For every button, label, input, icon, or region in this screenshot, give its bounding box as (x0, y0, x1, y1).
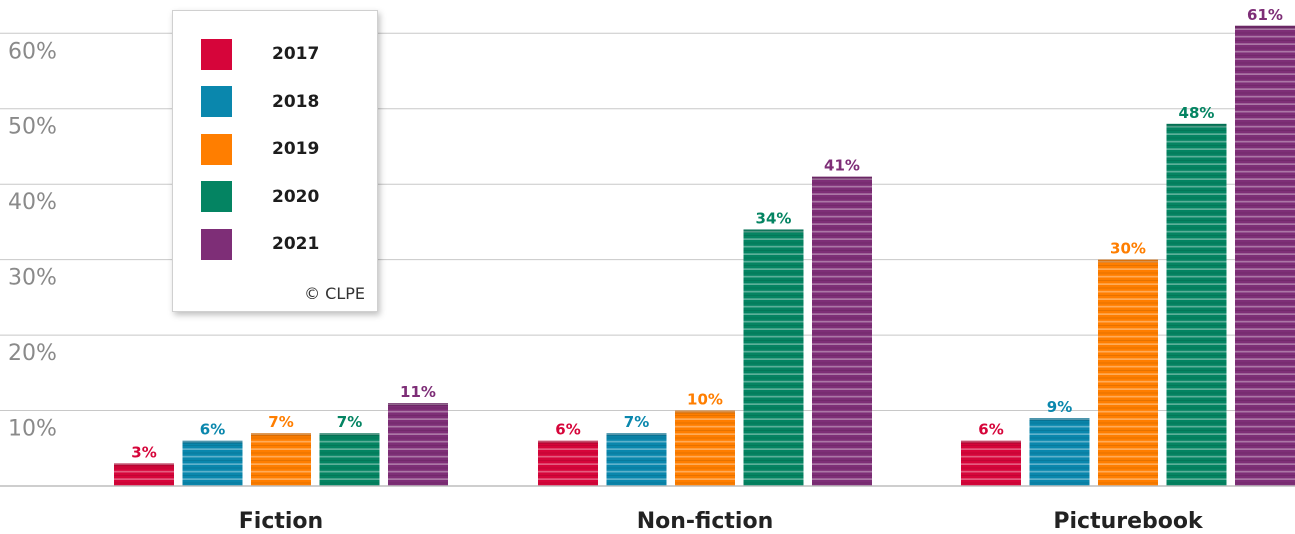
bar-top-edge (812, 176, 872, 180)
bar-top-edge (606, 433, 667, 437)
y-tick-label: 60% (8, 39, 57, 64)
bar-book-texture (1166, 123, 1227, 487)
legend-item-2020: 2020 (201, 181, 319, 213)
bar-2019-non-fiction (675, 410, 735, 486)
bar-top-edge (538, 440, 598, 444)
bar-book-texture (812, 176, 872, 486)
bar-book-texture (675, 410, 735, 486)
x-category-label: Fiction (239, 509, 323, 534)
bar-book-texture (114, 463, 174, 486)
bar-2019-picturebook (1098, 259, 1158, 486)
bar-2017-picturebook (961, 440, 1021, 486)
axes: 10% 20% 30% 40% 50% 60% Fiction Non-fiction Pict… (0, 39, 1295, 534)
bar-top-edge (114, 463, 174, 467)
bar-book-texture (961, 440, 1021, 486)
bar-2021-non-fiction (812, 176, 872, 486)
bar-2017-non-fiction (538, 440, 598, 486)
bar-book-texture (388, 403, 448, 486)
data-label: 3% (131, 443, 156, 461)
bar-book-texture (1029, 418, 1090, 486)
data-label: 6% (978, 421, 1003, 439)
data-label: 7% (624, 413, 649, 431)
bar-2017-fiction (114, 463, 174, 486)
legend-item-2017: 2017 (201, 38, 319, 70)
bar-top-edge (1235, 25, 1295, 29)
bar-book-texture (1098, 259, 1158, 486)
bar-top-edge (961, 440, 1021, 444)
data-label: 6% (200, 421, 225, 439)
data-label: 10% (687, 391, 723, 409)
bar-2021-picturebook (1235, 25, 1295, 486)
bar-2019-fiction (251, 433, 311, 486)
data-label: 48% (1179, 104, 1215, 122)
y-tick-label: 20% (8, 341, 57, 366)
bar-top-edge (1166, 123, 1227, 127)
x-category-label: Picturebook (1053, 509, 1204, 534)
legend-credit: © CLPE (304, 284, 365, 303)
data-label: 61% (1247, 6, 1283, 24)
bar-book-texture (606, 433, 667, 486)
legend-swatch (201, 133, 232, 165)
bar-top-edge (743, 229, 804, 233)
bar-book-texture (182, 440, 243, 486)
data-label: 30% (1110, 240, 1146, 258)
bar-book-texture (319, 433, 380, 486)
data-label: 34% (756, 209, 792, 227)
bar-2018-picturebook (1029, 418, 1090, 486)
bar-book-texture (538, 440, 598, 486)
bar-top-edge (675, 410, 735, 414)
legend-item-2019: 2019 (201, 133, 319, 165)
y-tick-label: 10% (8, 417, 57, 442)
data-label: 7% (268, 413, 293, 431)
bar-top-edge (1098, 259, 1158, 263)
legend-swatch (201, 228, 232, 260)
legend-item-2021: 2021 (201, 228, 319, 260)
data-label: 41% (824, 157, 860, 175)
data-label: 9% (1047, 398, 1072, 416)
y-tick-label: 30% (8, 266, 57, 291)
bar-book-texture (251, 433, 311, 486)
legend-label: 2018 (272, 91, 320, 112)
data-label: 11% (400, 383, 436, 401)
legend-item-2018: 2018 (201, 86, 319, 118)
y-tick-label: 40% (8, 190, 57, 215)
bar-top-edge (388, 403, 448, 407)
bar-book-texture (743, 229, 804, 486)
bar-2020-fiction (319, 433, 380, 486)
legend-label: 2021 (272, 234, 320, 254)
legend-swatch (201, 181, 232, 212)
data-labels: 3% 6% 7% 7% 11% 6% 7% 10% 34% 41% 6% 9% 30% 48% 61% (131, 6, 1283, 462)
bar-2020-non-fiction (743, 229, 804, 486)
legend-label: 2019 (272, 139, 320, 159)
bar-2018-non-fiction (606, 433, 667, 486)
legend-swatch (201, 86, 232, 117)
y-tick-label: 50% (8, 115, 57, 140)
bar-top-edge (1029, 418, 1090, 422)
bars (114, 25, 1295, 487)
data-label: 7% (337, 413, 362, 431)
bar-book-texture (1235, 25, 1295, 486)
legend-label: 2020 (272, 186, 320, 207)
bar-top-edge (182, 440, 243, 444)
x-category-label: Non-fiction (637, 509, 774, 534)
bar-top-edge (319, 433, 380, 437)
bar-top-edge (251, 433, 311, 437)
bar-2021-fiction (388, 403, 448, 486)
legend-swatch (201, 38, 232, 70)
bar-2018-fiction (182, 440, 243, 486)
data-label: 6% (555, 421, 580, 439)
bar-2020-picturebook (1166, 123, 1227, 487)
legend: 2017 2018 2019 2020 2021 © CLPE (172, 10, 378, 312)
legend-label: 2017 (272, 44, 320, 64)
